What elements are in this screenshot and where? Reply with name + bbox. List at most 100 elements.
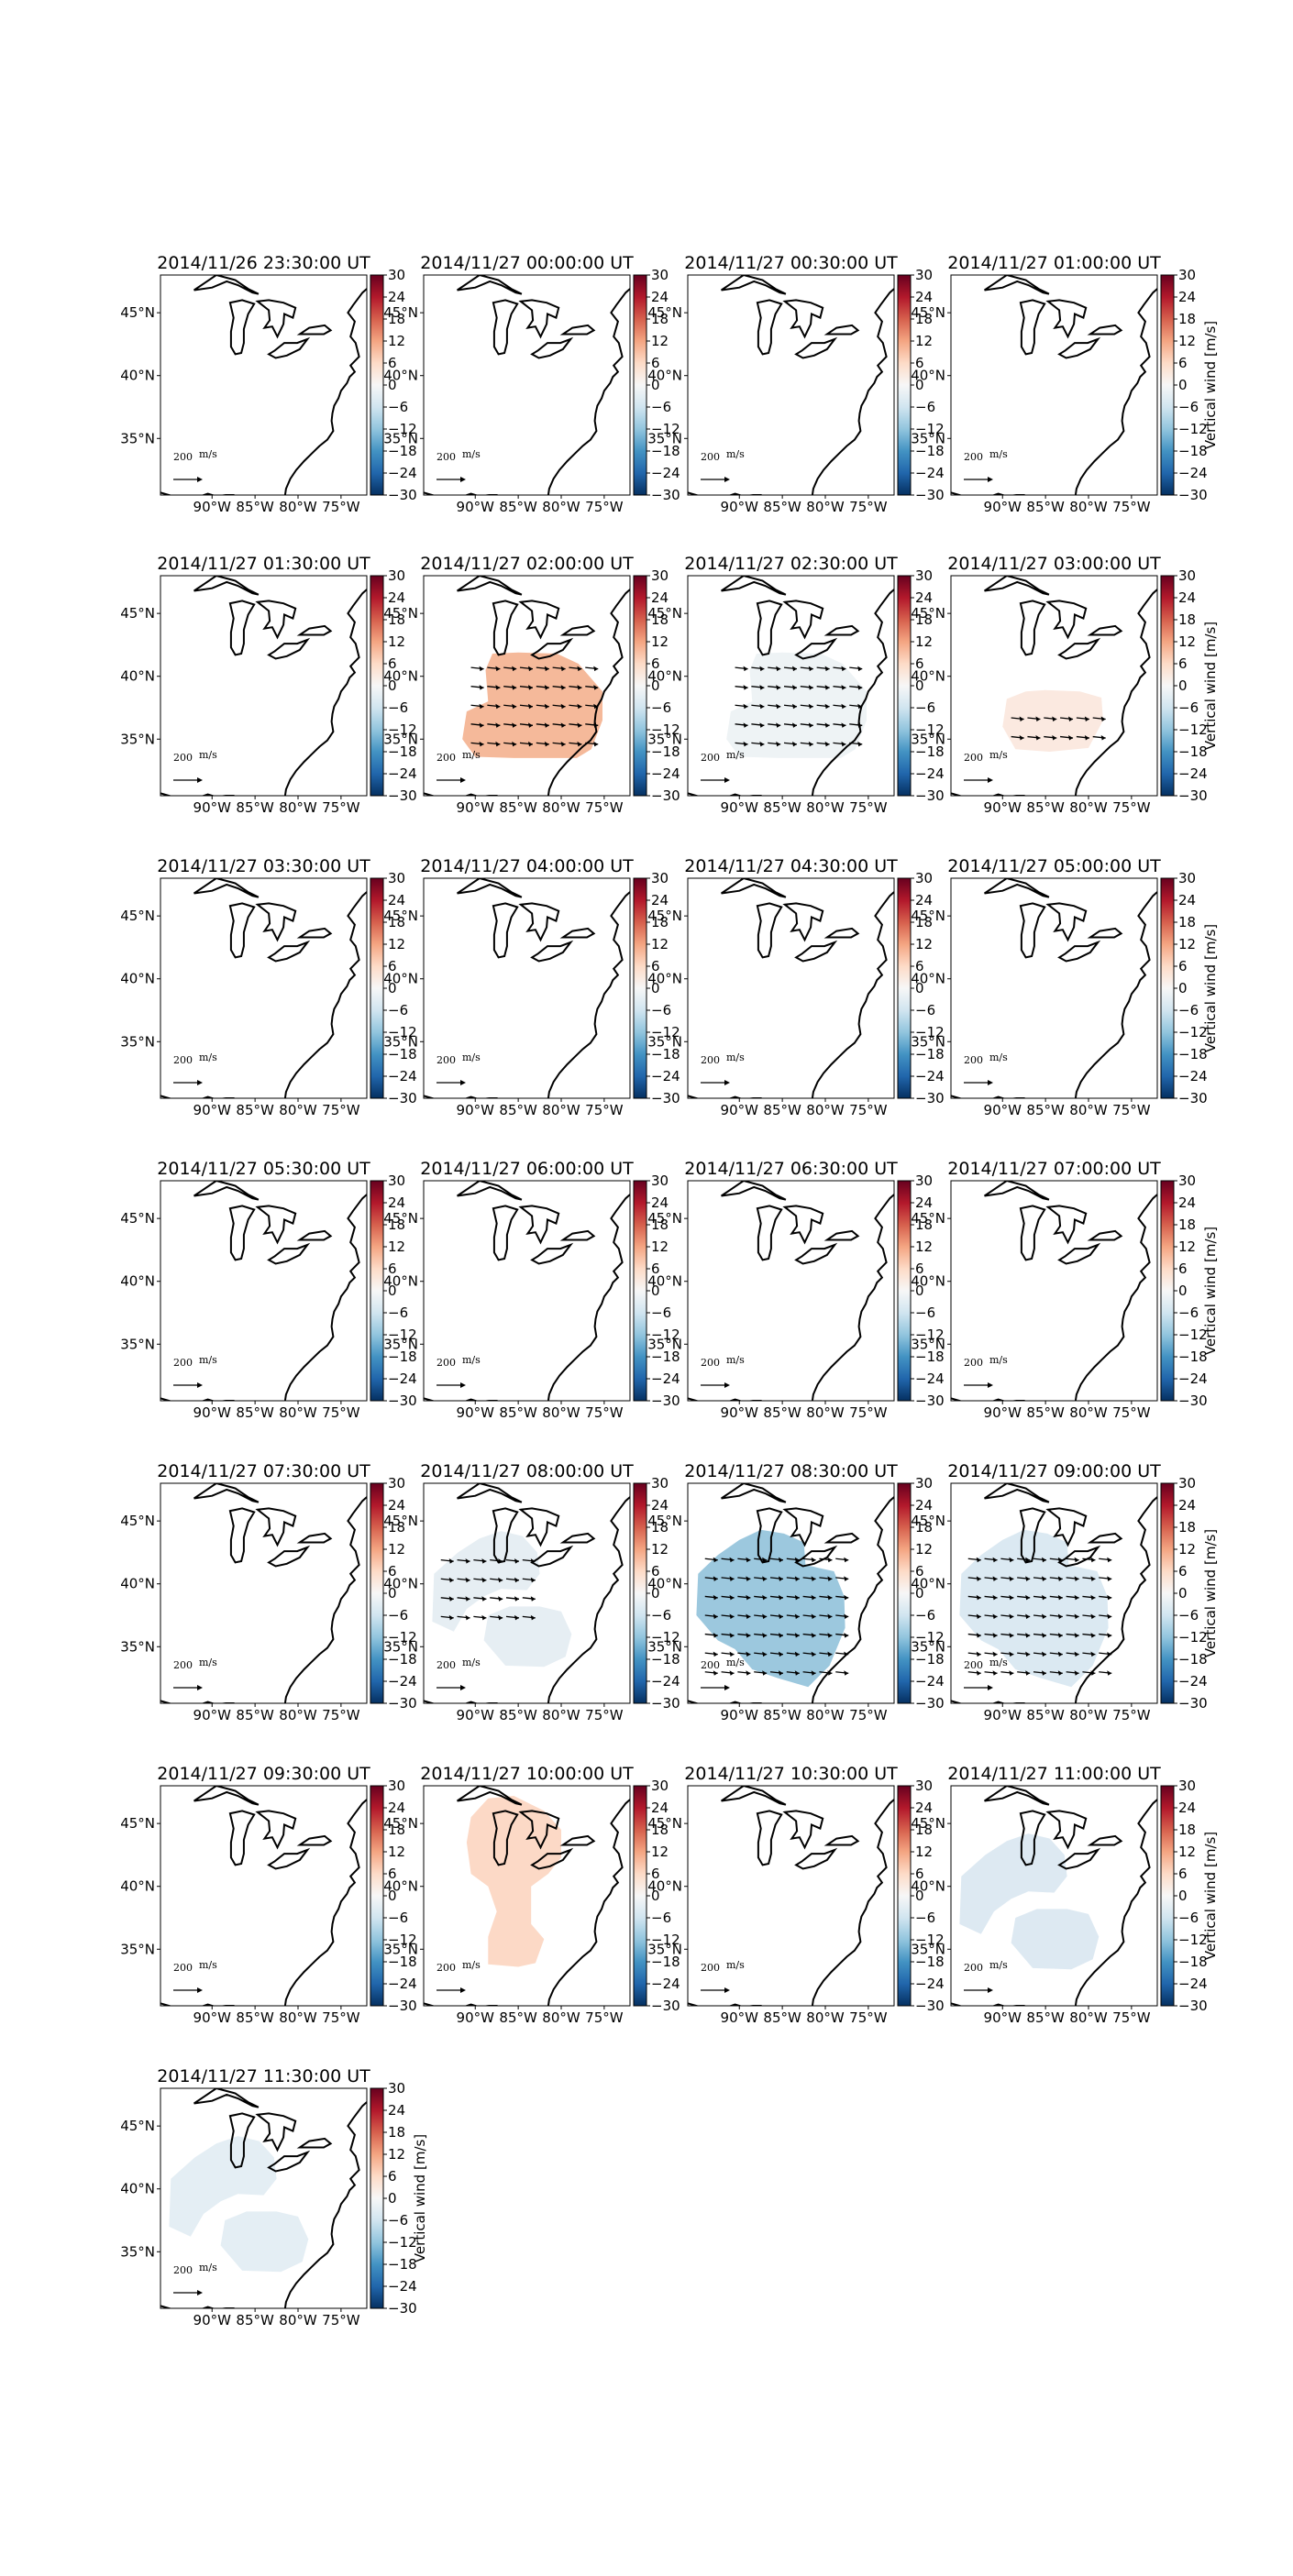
reference-arrow-unit: m/s <box>989 1657 1008 1668</box>
map-background <box>688 1786 894 2006</box>
map-frame <box>160 1482 368 1704</box>
colorbar-tick-label: 18 <box>388 311 405 327</box>
colorbar-tick-label: −18 <box>915 1046 945 1062</box>
lat-tick-label: 35°N <box>647 1638 682 1655</box>
reference-arrow-value: 200 <box>437 752 456 764</box>
great-lake <box>782 299 824 339</box>
lat-tick-label: 45°N <box>120 304 155 321</box>
wind-vector-head <box>1090 1576 1096 1581</box>
reference-arrow-unit: m/s <box>462 448 481 460</box>
wind-vector-head <box>1057 1670 1063 1676</box>
reference-arrow-value: 200 <box>701 1054 720 1066</box>
panel-title: 2014/11/27 11:00:00 UT <box>947 1764 1161 1784</box>
map-frame <box>950 1785 1158 2007</box>
wind-vector-head <box>593 703 599 710</box>
wind-vector-head <box>794 1613 800 1619</box>
wind-vector-head <box>841 685 846 690</box>
lat-tick-label: 45°N <box>911 908 945 924</box>
wind-vector-head <box>1042 1594 1046 1601</box>
map-content <box>951 1181 1157 1401</box>
colorbar-tick-label: 24 <box>915 1800 933 1816</box>
lon-tick-label: 90°W <box>457 2009 495 2026</box>
wind-vector-head <box>1019 735 1024 741</box>
coastline <box>547 1798 630 2006</box>
map-content <box>951 1483 1157 1703</box>
colorbar-tick-label: 30 <box>388 1172 405 1189</box>
colorbar <box>633 1482 647 1704</box>
colorbar-tick-label: 18 <box>388 1519 405 1536</box>
colorbar-tick-label: 0 <box>915 980 924 996</box>
great-lake <box>984 275 1050 295</box>
great-lake <box>457 878 523 898</box>
great-lake <box>721 275 787 295</box>
great-lake <box>228 299 256 356</box>
colorbar-tick-label: −24 <box>1178 465 1208 481</box>
great-lake <box>1019 299 1046 356</box>
colorbar-tick-label: 6 <box>915 1563 924 1580</box>
wind-vector-head <box>794 1651 800 1657</box>
lon-tick-label: 75°W <box>322 1102 360 1118</box>
map-panel-1: 2014/11/26 23:30:00 UT 45°N 40°N 35°N 90°W 85… <box>120 253 416 515</box>
colorbar-tick-label: 30 <box>1178 267 1196 283</box>
colorbar-tick-label: 30 <box>915 267 933 283</box>
lon-tick-label: 75°W <box>849 1707 888 1723</box>
great-lake <box>193 1181 260 1201</box>
coastline <box>1074 1798 1157 2006</box>
great-lake <box>782 1205 824 1245</box>
colorbar-tick-label: 24 <box>388 2102 405 2119</box>
reference-arrow-unit: m/s <box>726 1354 745 1366</box>
reference-arrow-value: 200 <box>173 1962 193 1974</box>
colorbar-label: Vertical wind [m/s] <box>1202 1832 1219 1960</box>
colorbar-tick-label: 30 <box>1178 1778 1196 1794</box>
colorbar-tick-label: −18 <box>915 1349 945 1365</box>
colorbar-tick-label: −18 <box>388 1046 417 1062</box>
great-lake <box>518 1507 560 1547</box>
colorbar-tick-label: −30 <box>1178 1695 1208 1712</box>
colorbar-tick-label: 18 <box>1178 1519 1196 1536</box>
lat-tick-label: 45°N <box>120 2118 155 2134</box>
map-background <box>424 878 630 1098</box>
wind-vector-head <box>514 1596 519 1602</box>
lon-tick-label: 75°W <box>585 1102 624 1118</box>
colorbar <box>370 1482 384 1704</box>
wind-vector-head <box>792 722 797 728</box>
wind-vector-head <box>762 1613 768 1619</box>
great-lake <box>794 1847 838 1870</box>
reference-arrow-head <box>724 477 730 482</box>
reference-arrow-unit: m/s <box>462 749 481 761</box>
wind-vector-head <box>976 1651 981 1657</box>
colorbar-tick-label: −6 <box>651 1607 671 1624</box>
map-frame <box>687 1180 895 1402</box>
wind-vector-head <box>992 1670 998 1676</box>
wind-vector-head <box>713 1651 718 1657</box>
great-lake <box>255 299 297 339</box>
colorbar-tick-label: −24 <box>1178 1371 1208 1387</box>
lon-tick-label: 90°W <box>457 1102 495 1118</box>
colorbar-tick-label: 30 <box>651 1475 669 1492</box>
lon-tick-label: 85°W <box>499 499 537 515</box>
lon-tick-label: 90°W <box>721 1102 759 1118</box>
colorbar-tick-label: 6 <box>388 1563 397 1580</box>
colorbar-tick-label: −30 <box>915 787 945 804</box>
colorbar-tick-label: 0 <box>915 1282 924 1299</box>
colorbar-tick-label: 30 <box>915 1475 933 1492</box>
colorbar <box>633 877 647 1099</box>
wind-region <box>696 1529 845 1688</box>
lon-tick-label: 90°W <box>721 1404 759 1421</box>
colorbar-tick-label: −6 <box>1178 1910 1199 1926</box>
colorbar-tick-label: 18 <box>651 1216 669 1233</box>
lon-tick-label: 75°W <box>585 499 624 515</box>
wind-vector-head <box>1025 1594 1031 1601</box>
reference-arrow-unit: m/s <box>199 749 217 761</box>
wind-vector-head <box>1107 1594 1112 1601</box>
great-lake <box>823 624 860 636</box>
great-lake <box>518 902 560 942</box>
colorbar-tick-label: −30 <box>1178 787 1208 804</box>
colorbar-tick-label: 30 <box>388 567 405 584</box>
great-lake <box>721 1483 787 1503</box>
reference-arrow-value: 200 <box>964 1054 983 1066</box>
wind-vector-head <box>827 1651 833 1657</box>
great-lake <box>782 902 824 942</box>
coastline <box>283 1495 367 1703</box>
wind-vector-head <box>479 666 484 672</box>
